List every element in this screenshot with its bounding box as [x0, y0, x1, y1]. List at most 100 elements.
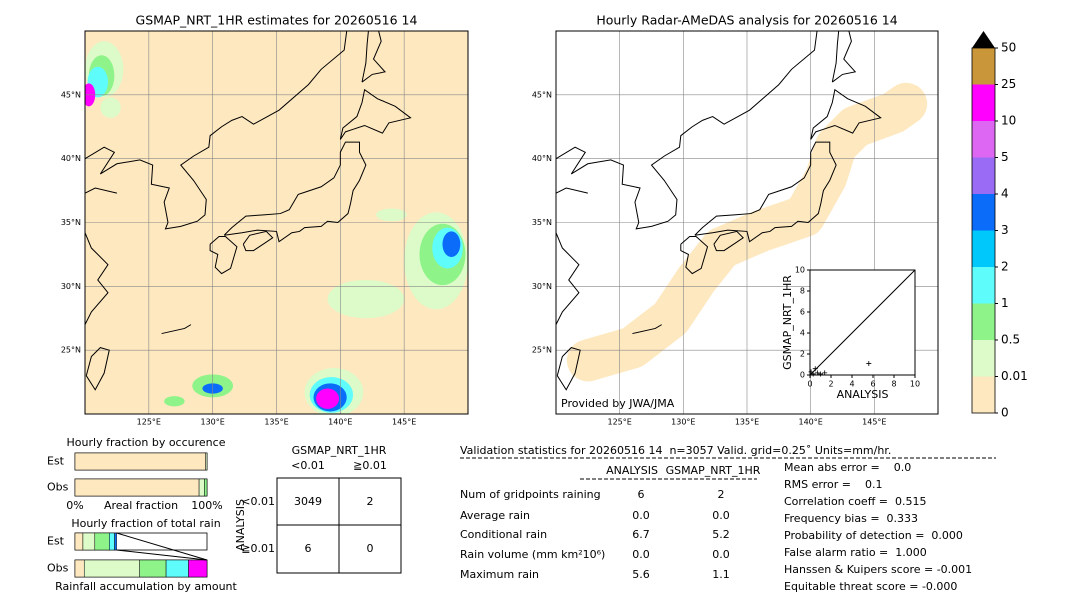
y-tick-label: 35°N: [532, 218, 552, 227]
bar-segment: [94, 532, 110, 551]
y-tick-label: 6: [800, 308, 805, 317]
y-tick-label: 40°N: [532, 154, 552, 163]
column-header: ANALYSIS: [606, 464, 658, 477]
bar-title: Hourly fraction of total rain: [71, 517, 220, 530]
x-tick-label: 135°E: [735, 418, 759, 427]
coastline: [680, 236, 709, 275]
coastline: [85, 31, 348, 230]
row-header: ≧0.01: [241, 542, 275, 555]
coastline: [85, 232, 109, 325]
coastline: [694, 141, 837, 243]
bar-segment: [74, 532, 84, 551]
bar-segment: [82, 532, 96, 551]
colorbar-label: 5: [1001, 150, 1009, 164]
x-tick-label: 145°E: [862, 418, 886, 427]
point: [810, 371, 816, 377]
precip-area: [566, 82, 928, 382]
colorbar-segment: [972, 48, 995, 85]
point: [812, 366, 818, 372]
precip-area: [316, 388, 340, 409]
map-frame: [84, 30, 469, 415]
stat-value: 6: [638, 488, 645, 501]
stat-label: Num of gridpoints raining: [460, 488, 601, 501]
stat-label: Average rain: [460, 509, 530, 522]
x-tick-label: 140°E: [328, 418, 352, 427]
table-title: GSMAP_NRT_1HR: [292, 444, 387, 457]
x-tick-label: 130°E: [201, 418, 225, 427]
y-tick-label: 8: [800, 287, 805, 296]
table-cell: 0: [367, 542, 374, 555]
y-tick-label: 35°N: [61, 218, 81, 227]
colorbar-segment: [972, 157, 995, 194]
map-frame: [555, 30, 939, 415]
colorbar-segment: [972, 376, 995, 413]
connector: [116, 549, 208, 561]
table-cell: 3049: [294, 495, 322, 508]
colorbar-label: 0.01: [1001, 369, 1028, 383]
y-tick-label: 4: [800, 329, 805, 338]
coastline: [831, 31, 840, 83]
stat-value: 0.0: [712, 548, 730, 561]
point: [814, 370, 820, 376]
precip-area: [100, 97, 121, 118]
colorbar-segment: [972, 84, 995, 121]
x-tick-label: 125°E: [608, 418, 632, 427]
coastline: [832, 31, 857, 83]
colorbar-segment: [972, 230, 995, 267]
coastline: [632, 324, 662, 335]
score: Mean abs error = 0.0: [784, 461, 911, 474]
coastline: [242, 230, 274, 252]
stat-value: 6.7: [632, 528, 650, 541]
precip-area: [442, 231, 461, 257]
bar-segment: [205, 452, 208, 471]
map-layer: [85, 31, 468, 414]
y-tick-label: 40°N: [61, 154, 81, 163]
bar-segment: [74, 559, 85, 578]
score: Frequency bias = 0.333: [784, 512, 918, 525]
x-tick-label: 8: [891, 380, 896, 389]
column-header: ≧0.01: [353, 459, 387, 472]
colorbar-label: 0.5: [1001, 333, 1020, 347]
column-header: GSMAP_NRT_1HR: [666, 464, 761, 477]
y-tick-label: 10: [795, 266, 805, 275]
x-tick-label: 125°E: [137, 418, 161, 427]
colorbar-label: 10: [1001, 114, 1016, 128]
x-tick-label: 0: [807, 380, 812, 389]
validation-header: Validation statistics for 20260516 14 n=…: [460, 444, 891, 457]
diagonal: [809, 269, 916, 376]
y-tick-label: 45°N: [61, 90, 81, 99]
bar-segment: [165, 559, 189, 578]
stat-value: 5.2: [712, 528, 730, 541]
stat-value: 5.6: [632, 568, 650, 581]
x-tick-label: 6: [870, 380, 875, 389]
stat-label: Rain volume (mm km²10⁶): [460, 548, 605, 561]
precip-area: [376, 208, 407, 222]
x-tick-label: 4: [849, 380, 854, 389]
bar-segment: [114, 532, 117, 551]
table-cell: 6: [305, 542, 312, 555]
coastline: [161, 324, 192, 335]
table-cell: 2: [367, 495, 374, 508]
bar-segment: [198, 478, 205, 497]
coastline: [556, 232, 580, 325]
bar-title: Hourly fraction by occurence: [67, 436, 226, 449]
x-tick-label: 10: [910, 380, 920, 389]
colorbar-label: 1: [1001, 296, 1009, 310]
x-tick-label: 140°E: [799, 418, 823, 427]
x-axis-label: Areal fraction: [104, 499, 178, 512]
point: [818, 371, 823, 377]
bar-segment: [109, 532, 115, 551]
y-tick-label: 25°N: [532, 346, 552, 355]
score: Probability of detection = 0.000: [784, 529, 963, 542]
row-label: Est: [47, 455, 65, 468]
bar-segment: [74, 452, 206, 471]
connector: [116, 532, 208, 561]
coastline: [85, 347, 110, 391]
map-credit: Provided by JWA/JMA: [561, 397, 675, 410]
y-tick-label: 2: [800, 350, 805, 359]
coastline: [556, 187, 588, 194]
bar-segment: [188, 559, 208, 578]
score: Hanssen & Kuipers score = -0.001: [784, 563, 972, 576]
colorbar-segment: [972, 121, 995, 158]
